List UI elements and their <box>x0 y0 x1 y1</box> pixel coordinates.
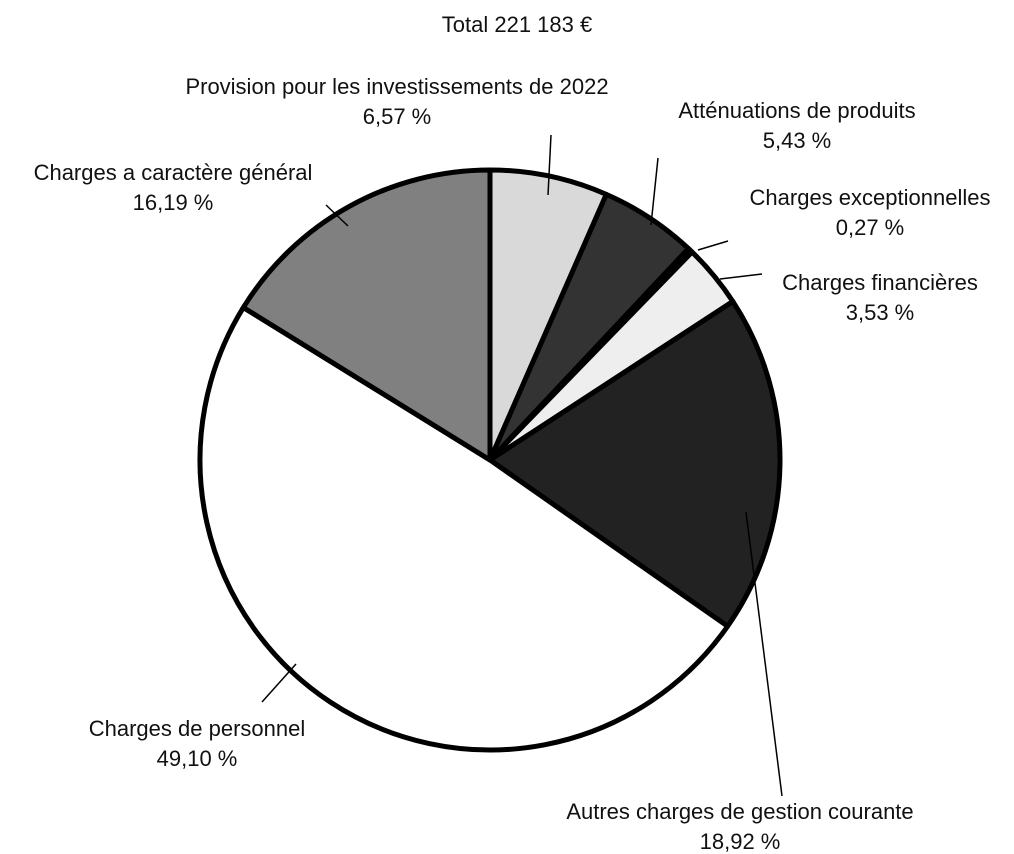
leader-line <box>719 273 763 280</box>
pie-slice <box>197 305 731 753</box>
chart-title: Total 221 183 € <box>442 12 592 37</box>
value-label: 3,53 % <box>846 300 915 325</box>
value-label: 5,43 % <box>763 128 832 153</box>
value-label: 16,19 % <box>133 190 214 215</box>
slice-label: Charges a caractère général <box>34 160 313 185</box>
leader-line <box>261 663 297 703</box>
value-label: 18,92 % <box>700 829 781 854</box>
slice-label: Atténuations de produits <box>678 98 915 123</box>
pie-slice <box>240 167 493 463</box>
value-label: 6,57 % <box>363 104 432 129</box>
slice-label: Charges exceptionnelles <box>750 185 991 210</box>
leader-line <box>547 134 552 196</box>
slice-label: Provision pour les investissements de 20… <box>185 74 608 99</box>
slice-label: Charges de personnel <box>89 716 305 741</box>
value-label: 0,27 % <box>836 215 905 240</box>
leader-line <box>697 240 729 251</box>
slice-label: Autres charges de gestion courante <box>566 799 913 824</box>
leader-line <box>650 157 659 226</box>
leader-line <box>745 511 783 797</box>
value-label: 49,10 % <box>157 746 238 771</box>
leader-line <box>325 204 349 227</box>
pie-slice <box>487 299 783 629</box>
slice-label: Charges financières <box>782 270 978 295</box>
